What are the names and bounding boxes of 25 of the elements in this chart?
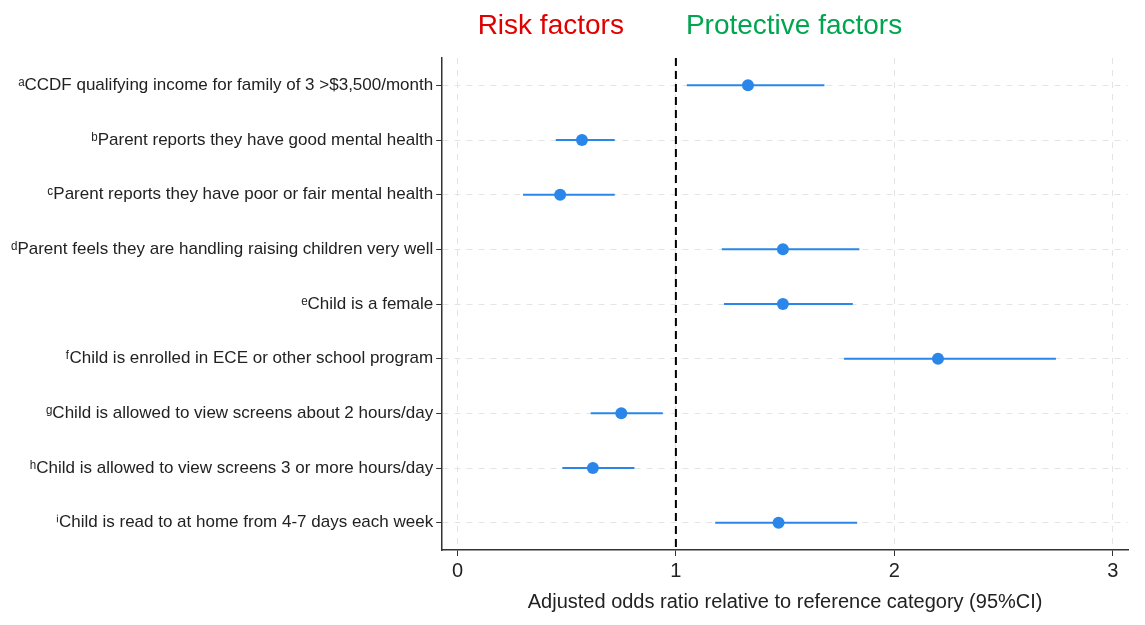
y-tick-label: ᵇParent reports they have good mental health	[91, 129, 434, 149]
y-tick-label: ᵃCCDF qualifying income for family of 3 >$3,500/month	[18, 75, 434, 95]
x-tick-label: 1	[670, 558, 682, 581]
y-tick-label: ⁱChild is read to at home from 4-7 days each week	[56, 512, 434, 532]
y-tick-label: ʰChild is allowed to view screens 3 or more hours/day	[29, 457, 434, 477]
point	[554, 188, 567, 201]
y-tick-label: ᵍChild is allowed to view screens about 2 hours/day	[45, 403, 434, 423]
point	[776, 243, 789, 256]
point	[586, 462, 599, 474]
y-tick-label: ᶠChild is enrolled in ECE or other school program	[65, 348, 434, 368]
point	[776, 298, 789, 310]
x-tick-label: 3	[1107, 558, 1119, 581]
x-axis-title: Adjusted odds ratio relative to reference category (95%CI)	[527, 589, 1043, 612]
y-tick-label: ᶜParent reports they have poor or fair mental health	[47, 184, 434, 204]
text: Risk factors	[477, 8, 624, 40]
y-tick-label: ᵈParent feels they are handling raising children very well	[10, 239, 434, 259]
y-tick-label: ᵉChild is a female	[301, 293, 434, 313]
point	[615, 407, 628, 420]
x-tick-label: 2	[888, 558, 900, 581]
point	[931, 352, 944, 365]
point	[772, 516, 785, 529]
point	[575, 134, 588, 146]
x-tick-label: 0	[451, 558, 464, 581]
text: Protective factors	[685, 8, 903, 40]
point	[741, 79, 754, 92]
